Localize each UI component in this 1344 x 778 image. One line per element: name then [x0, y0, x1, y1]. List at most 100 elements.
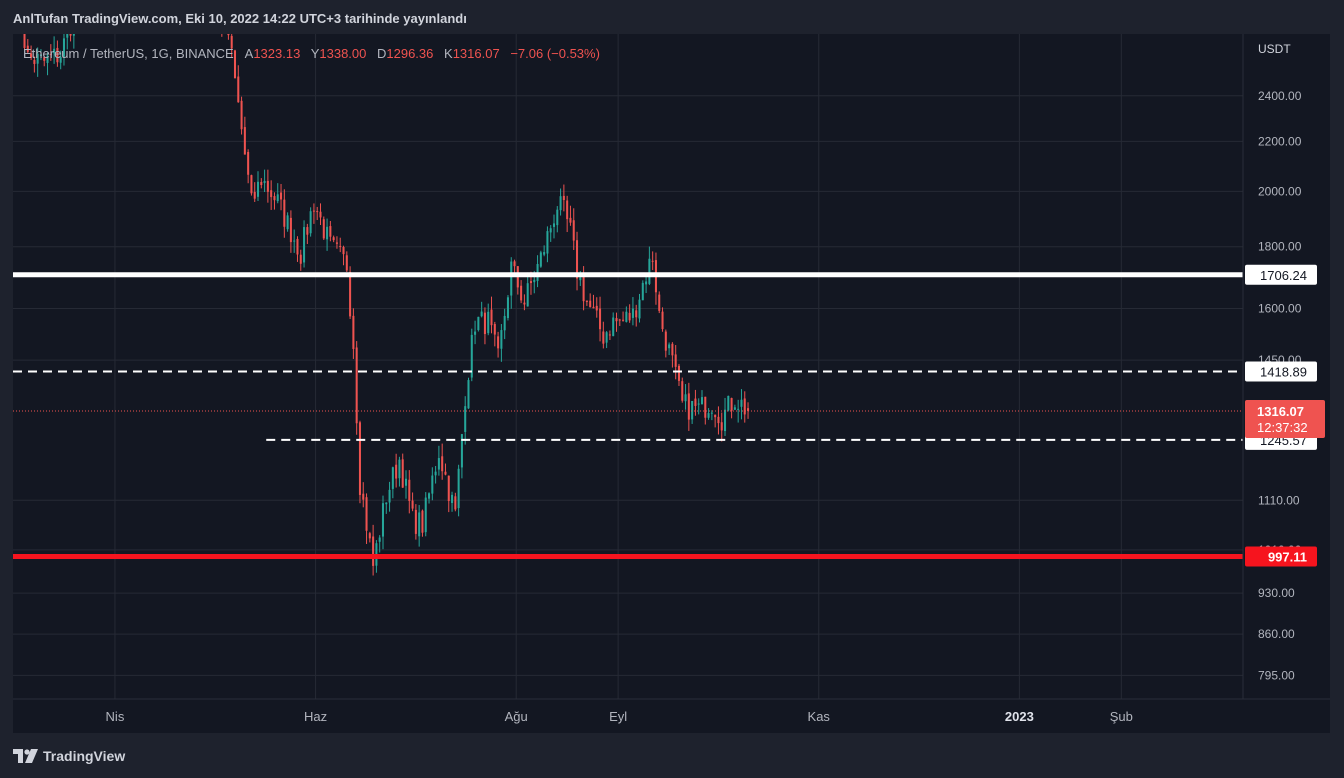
time-tick-label: Nis: [106, 709, 125, 724]
chart-frame[interactable]: 2400.00 2200.00 2000.00 1800.00 1600.00 1450.…: [13, 34, 1330, 733]
candle-body: [513, 261, 516, 267]
candle-body: [237, 76, 240, 103]
time-tick-label: Haz: [304, 709, 327, 724]
candle-body: [618, 319, 621, 321]
candle-body: [46, 55, 49, 63]
candle-body: [372, 536, 375, 566]
candle-body: [589, 300, 592, 308]
candle-body: [345, 255, 348, 271]
candlestick-chart[interactable]: 2400.002200.002000.001800.001600.001450.…: [13, 34, 1330, 733]
candle-body: [477, 316, 480, 331]
candle-body: [332, 237, 335, 241]
footer-bar: TradingView: [0, 733, 1344, 778]
candle-body: [460, 434, 463, 468]
candle-body: [358, 422, 361, 495]
candle-body: [602, 331, 605, 344]
candle-body: [243, 127, 246, 155]
candle-body: [576, 240, 579, 279]
candle-body: [510, 261, 513, 296]
countdown-label: 12:37:32: [1257, 420, 1308, 435]
candle-body: [355, 347, 358, 424]
candle-body: [43, 57, 46, 61]
candle-body: [700, 397, 704, 405]
candle-body: [727, 395, 730, 411]
candle-body: [69, 34, 72, 36]
candle-body: [362, 493, 365, 500]
candle-body: [631, 308, 634, 318]
candle-body: [428, 493, 431, 499]
candle-body: [474, 331, 477, 335]
candle-body: [263, 180, 266, 184]
legend-close-value: 1316.07: [452, 46, 500, 61]
candle-body: [289, 217, 292, 243]
candle-body: [503, 315, 506, 331]
candle-body: [388, 489, 391, 503]
candle-body: [49, 54, 52, 56]
candle-body: [704, 396, 707, 418]
candle-body: [276, 194, 279, 202]
candle-body: [378, 537, 381, 542]
legend-symbol: Ethereum / TetherUS, 1G, BINANCE: [23, 46, 234, 61]
candle-body: [36, 53, 39, 64]
candle-body: [434, 471, 437, 476]
candle-body: [523, 302, 526, 305]
candle-body: [720, 422, 723, 431]
legend-high-value: 1338.00: [319, 46, 367, 61]
candle-body: [608, 334, 611, 336]
candle-body: [256, 181, 260, 197]
candle-body: [316, 211, 319, 213]
axes: 2400.002200.002000.001800.001600.001450.…: [13, 34, 1330, 724]
candle-body: [437, 458, 440, 470]
candle-body: [681, 381, 684, 401]
candle-body: [552, 223, 556, 227]
time-tick-label: Ağu: [505, 709, 528, 724]
time-tick-label: Kas: [808, 709, 831, 724]
candle-body: [723, 409, 727, 432]
candle-body: [30, 53, 33, 58]
candle-body: [391, 467, 394, 489]
brand-name: TradingView: [43, 748, 126, 764]
price-tick-label: 1800.00: [1258, 240, 1302, 254]
candle-body: [592, 306, 595, 309]
legend-low-value: 1296.36: [386, 46, 434, 61]
candle-body: [506, 297, 509, 319]
price-tick-label: 2200.00: [1258, 134, 1302, 148]
candle-body: [628, 312, 631, 321]
candle-body: [441, 456, 444, 472]
candle-body: [62, 38, 65, 57]
candle-body: [23, 34, 26, 48]
candle-body: [444, 471, 447, 475]
candle-body: [303, 227, 306, 263]
candle-body: [451, 494, 454, 504]
chart-legend: Ethereum / TetherUS, 1G, BINANCE A1323.1…: [23, 46, 607, 61]
candle-body: [349, 271, 352, 317]
candle-body: [253, 191, 256, 199]
legend-open-key: A: [244, 46, 254, 61]
tradingview-logo[interactable]: TradingView: [13, 748, 125, 764]
candle-body: [342, 247, 345, 255]
candle-body: [733, 407, 736, 410]
candle-body: [661, 311, 664, 330]
candle-body: [467, 380, 470, 409]
candle-body: [493, 323, 496, 335]
candle-body: [543, 252, 546, 255]
candle-body: [529, 281, 533, 284]
candle-body: [408, 479, 411, 501]
candle-body: [730, 398, 733, 411]
price-level-label: 1706.24: [1260, 268, 1307, 283]
candle-body: [605, 332, 608, 343]
candle-body: [270, 190, 273, 198]
candle-body: [66, 34, 69, 38]
candle-body: [520, 285, 523, 301]
candle-body: [585, 300, 588, 303]
candle-body: [286, 215, 289, 230]
candle-body: [671, 343, 674, 356]
published-info: AnlTufan TradingView.com, Eki 10, 2022 1…: [13, 11, 467, 26]
candle-body: [648, 258, 651, 284]
candle-body: [687, 393, 690, 420]
header-bar: AnlTufan TradingView.com, Eki 10, 2022 1…: [0, 0, 1344, 34]
candle-body: [283, 199, 286, 227]
candle-body: [306, 227, 309, 235]
candle-body: [368, 533, 371, 539]
candle-body: [694, 398, 697, 406]
